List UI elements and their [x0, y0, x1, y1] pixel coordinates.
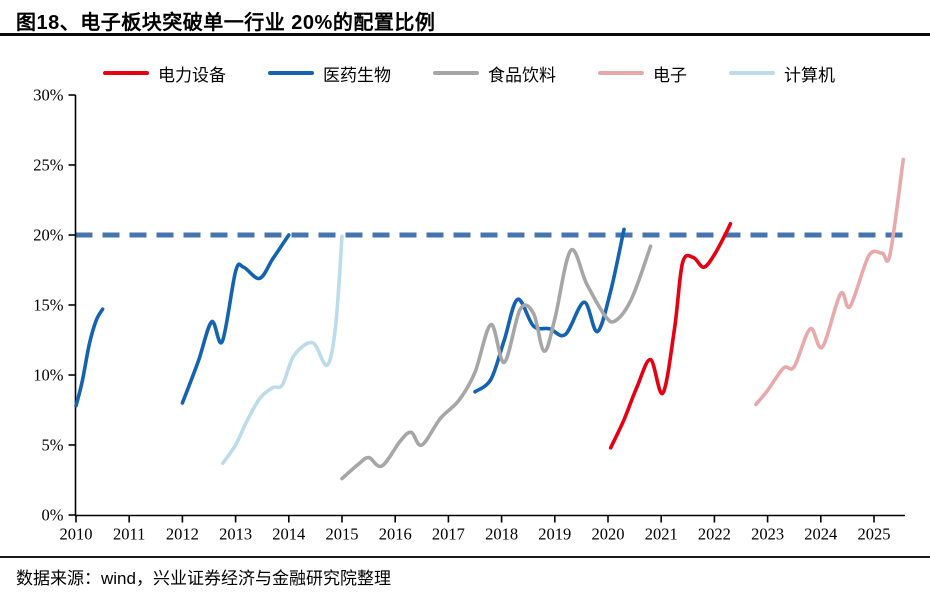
y-tick-label: 15%	[33, 296, 64, 315]
x-tick-label: 2015	[326, 525, 359, 544]
legend-item-power-equipment: 电力设备	[103, 61, 226, 86]
x-tick-label: 2012	[166, 525, 199, 544]
legend-swatch-electronics	[598, 71, 644, 75]
y-tick-label: 10%	[33, 366, 64, 385]
legend-swatch-pharma-bio	[268, 71, 314, 75]
series-line-electronics	[754, 157, 906, 407]
x-tick-label: 2022	[698, 525, 731, 544]
x-tick-label: 2021	[645, 525, 678, 544]
x-tick-label: 2020	[592, 525, 625, 544]
y-tick-label: 20%	[33, 226, 64, 245]
legend-item-computer: 计算机	[729, 61, 835, 86]
x-tick-label: 2013	[219, 525, 252, 544]
x-tick-label: 2018	[485, 525, 518, 544]
series-line-food-beverage	[340, 244, 653, 481]
figure-title-bar: 图18、电子板块突破单一行业 20%的配置比例	[0, 0, 930, 36]
x-tick-label: 2019	[538, 525, 571, 544]
x-tick-label: 2025	[858, 525, 891, 544]
x-tick-label: 2010	[60, 525, 93, 544]
y-tick-label: 30%	[33, 86, 64, 105]
legend-item-pharma-bio: 医药生物	[268, 61, 391, 86]
x-tick-label: 2016	[379, 525, 412, 544]
legend-label-food-beverage: 食品饮料	[488, 65, 556, 85]
chart-legend: 电力设备 医药生物 食品饮料 电子 计算机	[103, 61, 835, 85]
y-tick-label: 0%	[42, 506, 64, 525]
source-bar: 数据来源：wind，兴业证券经济与金融研究院整理	[0, 556, 930, 594]
legend-label-computer: 计算机	[784, 65, 835, 85]
legend-swatch-food-beverage	[433, 71, 479, 75]
figure-title: 图18、电子板块突破单一行业 20%的配置比例	[16, 12, 436, 34]
legend-label-pharma-bio: 医药生物	[323, 65, 391, 85]
legend-label-power-equipment: 电力设备	[158, 65, 226, 85]
legend-item-food-beverage: 食品饮料	[433, 61, 556, 86]
series-line-computer	[221, 234, 344, 465]
x-tick-label: 2017	[432, 525, 465, 544]
y-tick-label: 5%	[42, 436, 64, 455]
x-tick-label: 2011	[113, 525, 145, 544]
legend-label-electronics: 电子	[653, 65, 687, 85]
legend-swatch-power-equipment	[103, 71, 149, 75]
series-line-power-equipment	[608, 222, 733, 450]
y-tick-label: 25%	[33, 156, 64, 175]
data-source-note: 数据来源：wind，兴业证券经济与金融研究院整理	[16, 569, 391, 588]
x-tick-label: 2014	[272, 525, 305, 544]
legend-item-electronics: 电子	[598, 61, 687, 86]
series-line-pharma-bio	[180, 233, 291, 405]
series-line-pharma-bio	[74, 307, 105, 408]
x-tick-label: 2024	[804, 525, 837, 544]
x-tick-label: 2023	[751, 525, 784, 544]
legend-swatch-computer	[729, 71, 775, 75]
